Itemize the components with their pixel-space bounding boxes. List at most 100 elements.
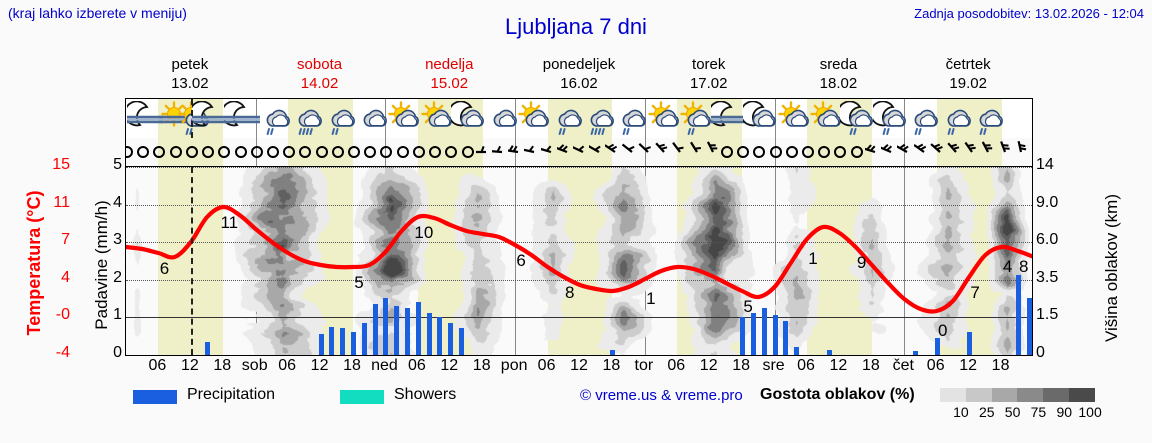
precipitation-bar <box>740 317 746 355</box>
x-axis-tick: 18 <box>861 357 880 374</box>
precipitation-tick: 5 <box>113 156 122 173</box>
day-header-nedelja: nedelja 15.02 <box>384 55 514 97</box>
legend-row: Precipitation Showers © vreme.us & vreme… <box>125 386 1145 426</box>
wind-barb-icon <box>521 138 562 166</box>
x-axis-tick: 06 <box>278 357 297 374</box>
precipitation-bar <box>826 350 832 355</box>
precipitation-bar <box>437 317 443 355</box>
x-axis-tick: 12 <box>829 357 848 374</box>
meteogram-plot: 61151068151907487 <box>125 166 1033 356</box>
day-date: 16.02 <box>560 75 598 92</box>
day-date: 19.02 <box>949 75 987 92</box>
precipitation-bar <box>394 305 400 355</box>
sun-cloud-icon <box>646 101 682 137</box>
temperature-value-label: 11 <box>220 213 239 232</box>
cloud-rain-icon <box>938 101 974 137</box>
wind-calm-icon <box>126 138 157 166</box>
cloud-density-step <box>1043 388 1070 402</box>
wind-calm-icon <box>168 138 206 166</box>
showers-legend-label: Showers <box>394 386 457 403</box>
sun-cloud-icon <box>419 101 455 137</box>
now-marker-line <box>190 99 193 138</box>
wind-calm-icon <box>330 138 368 166</box>
wind-barb-icon <box>946 138 984 166</box>
temperature-value-label: 8 <box>1019 257 1029 276</box>
day-date: 15.02 <box>430 75 469 92</box>
temperature-value-label: 8 <box>565 283 575 302</box>
cloud-density-tick: 100 <box>1078 404 1102 420</box>
wind-calm-icon <box>460 138 498 166</box>
temperature-value-label: 5 <box>354 273 364 292</box>
day-name: sreda <box>819 56 858 73</box>
moon-fog-icon <box>126 100 163 137</box>
horizontal-gridline <box>126 167 1032 168</box>
day-header-petek: petek 13.02 <box>125 55 255 97</box>
wind-calm-icon <box>411 138 449 166</box>
cloud-density-field <box>126 167 1032 355</box>
x-axis-tick: 06 <box>407 357 426 374</box>
cloud-icon <box>354 101 390 137</box>
temperature-tick: 4 <box>61 268 70 286</box>
cloud-density-step <box>1069 388 1095 402</box>
precipitation-bar <box>318 334 324 355</box>
temperature-value-label: 4 <box>1002 257 1013 276</box>
temperature-tick: -4 <box>55 344 70 361</box>
precipitation-axis-title: Padavine (mm/h) <box>72 172 111 357</box>
day-header-row: petek 13.02 sobota 14.02 nedelja 15.02 ponedel… <box>125 55 1033 97</box>
wind-barb-icon <box>670 138 708 166</box>
wind-calm-icon <box>800 138 838 166</box>
sun-cloud-icon <box>516 101 552 137</box>
precipitation-bar <box>913 351 919 355</box>
wind-calm-icon <box>314 138 352 166</box>
x-axis-tick: 06 <box>926 357 945 374</box>
daylight-band <box>547 138 613 166</box>
wind-barb-icon <box>962 138 1000 166</box>
cloud-density-step <box>940 388 966 402</box>
wind-calm-icon <box>281 138 319 166</box>
precipitation-bar <box>372 303 378 355</box>
wind-barb-icon <box>879 138 919 166</box>
precipitation-tick: 1 <box>113 306 122 324</box>
day-separator <box>774 138 776 166</box>
temperature-value-label: 6 <box>516 251 526 270</box>
wind-calm-icon <box>249 138 287 166</box>
moon-cloud-rain-icon <box>869 100 909 137</box>
precipitation-tick: 2 <box>113 268 122 286</box>
precipitation-bar <box>340 328 346 355</box>
day-name: petek <box>171 56 209 73</box>
precipitation-bar <box>772 315 778 355</box>
x-axis-tick: 12 <box>959 357 978 374</box>
day-date: 13.02 <box>171 75 209 92</box>
temperature-value-label: 5 <box>743 297 753 316</box>
day-separator <box>255 138 257 166</box>
x-axis-tick: 18 <box>213 357 232 374</box>
precipitation-bar <box>351 332 356 355</box>
precipitation-bar <box>205 341 211 355</box>
sun-cloud-icon <box>776 101 812 137</box>
wind-barb-icon <box>930 138 968 166</box>
cloud-density-colorbar-labels: 10 25 50 75 90 100 <box>930 404 1110 422</box>
temperature-tick: 15 <box>52 156 70 173</box>
day-separator <box>904 138 906 166</box>
cloudheight-tick: 14 <box>1036 156 1054 173</box>
cloudheight-axis-title: Višina oblakov (km) <box>1080 168 1121 368</box>
wind-calm-icon <box>443 138 481 166</box>
x-axis-tick: čet <box>892 357 914 374</box>
horizontal-gridline <box>126 242 1032 244</box>
x-axis-tick: 18 <box>602 357 621 374</box>
cloudheight-tick: 6.0 <box>1036 231 1059 249</box>
moon-fog-icon <box>221 100 261 137</box>
cloud-density-tick: 10 <box>953 404 969 420</box>
cloud-rain-icon <box>257 101 293 137</box>
daylight-band <box>936 138 1002 166</box>
wind-barb-icon <box>571 138 611 166</box>
wind-barb-icon <box>912 138 952 166</box>
wind-barb-icon <box>537 138 579 166</box>
wind-calm-icon <box>233 138 271 166</box>
precipitation-bar <box>1015 275 1021 355</box>
wind-calm-icon <box>297 138 335 166</box>
x-axis-tick: 12 <box>310 357 329 374</box>
day-header-sobota: sobota 14.02 <box>255 55 385 97</box>
precipitation-bar <box>329 326 335 355</box>
cloud-density-step <box>1017 388 1044 402</box>
